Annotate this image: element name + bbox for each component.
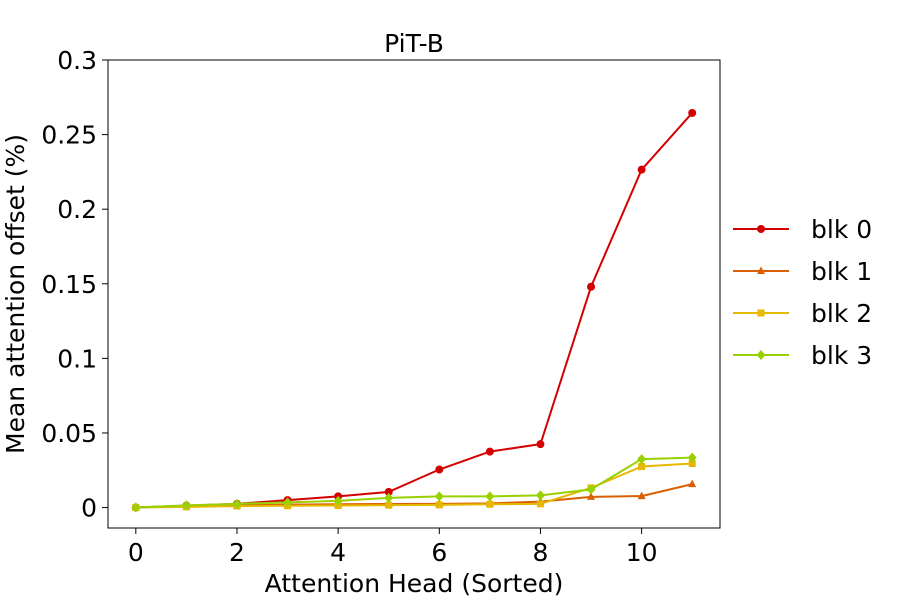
- legend-marker: [756, 350, 766, 360]
- data-point: [536, 440, 545, 449]
- data-point: [435, 465, 444, 474]
- data-point: [638, 463, 646, 471]
- series-line: [135, 456, 693, 509]
- data-point: [384, 487, 393, 496]
- data-point: [181, 500, 191, 511]
- legend-item: blk 0: [733, 215, 872, 244]
- x-axis-label: Attention Head (Sorted): [265, 569, 564, 598]
- y-axis-ticks: 0 0.05 0.1 0.15 0.2 0.25 0.3: [41, 46, 108, 523]
- legend-label: blk 1: [811, 257, 872, 286]
- legend-item: blk 3: [733, 341, 872, 370]
- legend-label: blk 0: [811, 215, 872, 244]
- x-tick-label: 6: [431, 538, 447, 567]
- data-point: [688, 460, 696, 468]
- data-point: [587, 282, 596, 291]
- legend-marker: [757, 309, 765, 317]
- data-point: [587, 492, 596, 500]
- legend-label: blk 2: [811, 299, 872, 328]
- x-tick-label: 8: [532, 538, 548, 567]
- legend: blk 0 blk 1 blk 2 blk 3: [733, 215, 872, 370]
- data-point: [637, 491, 646, 500]
- y-tick-label: 0.3: [57, 46, 97, 75]
- data-point: [333, 495, 343, 506]
- x-tick-label: 10: [626, 538, 658, 567]
- x-axis-ticks: 0 2 4 6 8 10: [128, 528, 658, 567]
- y-axis-label: Mean attention offset (%): [1, 134, 30, 454]
- data-point: [688, 479, 697, 488]
- data-point: [637, 165, 646, 174]
- series-blk-0: [131, 108, 697, 512]
- data-point: [536, 500, 544, 508]
- y-tick-label: 0.25: [41, 121, 97, 150]
- series-line: [135, 462, 693, 509]
- plot-area: [131, 108, 697, 513]
- data-point: [384, 492, 394, 503]
- x-tick-label: 2: [229, 538, 245, 567]
- series-line: [135, 112, 693, 509]
- legend-marker: [757, 225, 765, 233]
- data-point: [586, 484, 596, 495]
- data-point: [283, 497, 293, 508]
- y-tick-label: 0: [81, 494, 97, 523]
- y-tick-label: 0.05: [41, 419, 97, 448]
- legend-item: blk 1: [733, 257, 872, 286]
- data-point: [687, 452, 697, 463]
- data-point: [486, 500, 494, 508]
- y-tick-label: 0.2: [57, 195, 97, 224]
- x-tick-label: 4: [330, 538, 346, 567]
- data-point: [385, 501, 393, 509]
- legend-label: blk 3: [811, 341, 872, 370]
- data-point: [434, 491, 444, 502]
- data-point: [688, 108, 697, 117]
- data-point: [535, 490, 545, 501]
- chart-title: PiT-B: [384, 29, 444, 58]
- legend-item: blk 2: [733, 299, 872, 328]
- data-point: [485, 491, 495, 502]
- series-blk-3: [131, 452, 697, 513]
- y-tick-label: 0.1: [57, 344, 97, 373]
- data-point: [131, 502, 141, 513]
- data-point: [232, 498, 242, 509]
- plot-frame: [107, 59, 721, 529]
- data-point: [637, 454, 647, 465]
- data-point: [485, 447, 494, 456]
- legend-marker: [757, 266, 765, 274]
- data-point: [435, 501, 443, 509]
- y-tick-label: 0.15: [41, 270, 97, 299]
- x-tick-label: 0: [128, 538, 144, 567]
